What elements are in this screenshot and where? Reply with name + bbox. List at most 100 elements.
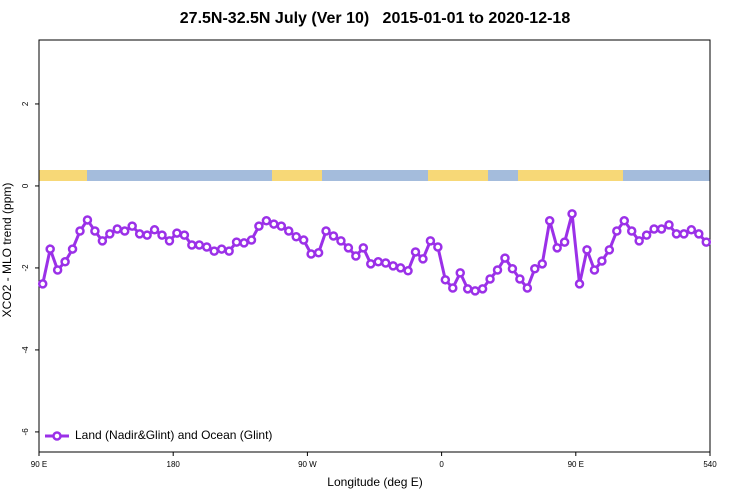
data-point — [477, 284, 488, 294]
data-point — [187, 240, 197, 250]
data-point — [239, 238, 249, 248]
data-point — [261, 216, 272, 226]
data-point — [552, 243, 562, 253]
data-point — [321, 226, 331, 236]
data-point — [492, 265, 503, 275]
data-point — [544, 216, 555, 226]
data-point — [522, 283, 533, 293]
data-point — [604, 245, 615, 255]
data-point — [366, 259, 376, 269]
data-point — [37, 279, 48, 289]
y-axis-label: XCO2 - MLO trend (ppm) — [0, 183, 14, 318]
data-point — [410, 247, 421, 257]
data-point — [440, 275, 451, 285]
data-point — [75, 226, 85, 236]
data-point — [202, 242, 212, 252]
data-point — [641, 230, 652, 240]
x-tick-label: 540 — [703, 460, 717, 469]
data-point — [194, 240, 205, 250]
data-point — [157, 230, 167, 240]
data-point — [298, 235, 309, 245]
legend-marker — [52, 431, 62, 441]
data-point — [433, 242, 443, 252]
data-point — [45, 244, 55, 254]
data-point — [515, 274, 525, 284]
data-point — [671, 229, 682, 239]
data-point — [559, 237, 570, 247]
data-point — [60, 257, 70, 267]
data-point — [284, 226, 294, 236]
data-point — [134, 229, 145, 239]
data-point — [97, 236, 108, 246]
data-point — [343, 243, 354, 253]
data-point — [119, 226, 130, 236]
data-point — [582, 245, 592, 255]
x-tick-label: 90 E — [568, 460, 584, 469]
data-point — [485, 274, 495, 284]
data-point — [664, 220, 674, 230]
data-point — [291, 232, 301, 242]
data-point — [149, 225, 160, 235]
ocean-band — [39, 170, 710, 181]
data-point — [306, 249, 316, 259]
data-point — [500, 253, 510, 263]
y-tick-label: -2 — [21, 264, 30, 272]
data-point — [112, 224, 123, 234]
data-point — [656, 224, 667, 234]
data-point — [448, 283, 458, 293]
data-point — [358, 243, 369, 253]
land-band — [518, 170, 623, 181]
data-point — [597, 256, 607, 266]
x-tick-label: 90 W — [298, 460, 317, 469]
land-ocean-band — [39, 170, 710, 181]
data-point — [52, 265, 63, 275]
data-point — [612, 226, 622, 236]
data-point — [626, 226, 637, 236]
data-point — [172, 228, 182, 238]
data-point — [313, 248, 324, 258]
data-point — [418, 254, 428, 264]
data-point — [380, 258, 391, 268]
data-point — [388, 261, 398, 271]
data-point — [574, 279, 585, 289]
data-point — [619, 216, 630, 226]
data-point — [351, 251, 361, 261]
data-point — [395, 263, 406, 273]
x-tick-label: 0 — [439, 460, 444, 469]
data-point — [269, 219, 279, 229]
data-point — [373, 257, 383, 267]
data-point — [686, 225, 697, 235]
data-point — [164, 236, 175, 246]
y-tick-label: 2 — [21, 101, 30, 106]
data-point — [455, 268, 465, 278]
chart-title: 27.5N-32.5N July (Ver 10) 2015-01-01 to … — [180, 10, 571, 27]
data-point — [216, 244, 227, 254]
data-point — [462, 284, 473, 294]
data-point — [567, 209, 577, 219]
x-axis-label: Longitude (deg E) — [327, 475, 422, 489]
data-point — [530, 264, 540, 274]
data-point — [507, 264, 518, 274]
land-band — [272, 170, 322, 181]
data-point — [470, 286, 480, 296]
land-band — [428, 170, 488, 181]
land-band — [39, 170, 87, 181]
data-point — [246, 235, 257, 245]
data-point — [328, 231, 339, 241]
legend-label: Land (Nadir&Glint) and Ocean (Glint) — [75, 428, 272, 442]
data-point — [105, 229, 115, 239]
data-point — [82, 215, 93, 225]
x-tick-label: 90 E — [31, 460, 47, 469]
data-point — [209, 246, 219, 256]
data-point — [276, 221, 287, 231]
y-tick-label: -6 — [21, 428, 30, 436]
y-tick-label: -4 — [21, 346, 30, 354]
data-point — [679, 229, 689, 239]
data-point — [589, 265, 600, 275]
data-point — [224, 246, 234, 256]
y-tick-label: 0 — [21, 183, 30, 188]
data-point — [254, 221, 264, 231]
data-point — [336, 236, 346, 246]
data-point — [179, 230, 190, 240]
